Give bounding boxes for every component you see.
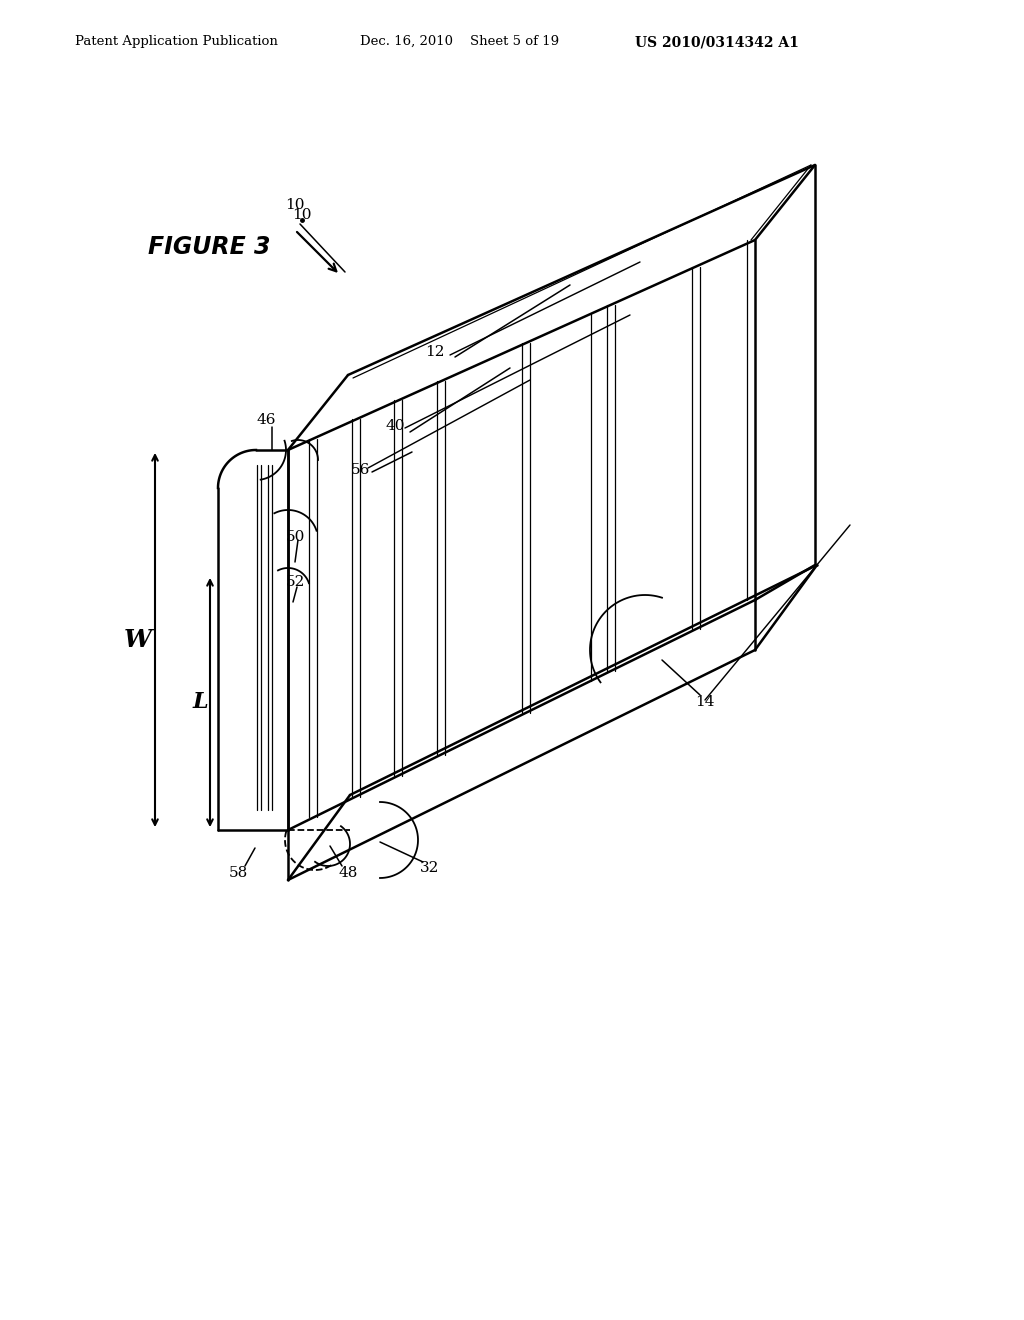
- Text: Dec. 16, 2010: Dec. 16, 2010: [360, 36, 453, 48]
- Text: 40: 40: [385, 418, 404, 433]
- Text: 12: 12: [425, 345, 444, 359]
- Text: 58: 58: [228, 866, 248, 880]
- Text: 56: 56: [350, 463, 370, 477]
- Text: 10: 10: [286, 198, 305, 213]
- Text: 48: 48: [338, 866, 357, 880]
- Text: FIGURE 3: FIGURE 3: [148, 235, 270, 259]
- Text: 46: 46: [256, 413, 275, 426]
- Text: 52: 52: [286, 576, 305, 589]
- Text: L: L: [193, 690, 208, 713]
- Text: W: W: [124, 628, 152, 652]
- Text: 50: 50: [286, 531, 305, 544]
- Text: Sheet 5 of 19: Sheet 5 of 19: [470, 36, 559, 48]
- Text: US 2010/0314342 A1: US 2010/0314342 A1: [635, 36, 799, 49]
- Text: Patent Application Publication: Patent Application Publication: [75, 36, 278, 48]
- Text: 14: 14: [695, 696, 715, 709]
- Text: 32: 32: [420, 861, 439, 875]
- Text: 10: 10: [292, 209, 311, 222]
